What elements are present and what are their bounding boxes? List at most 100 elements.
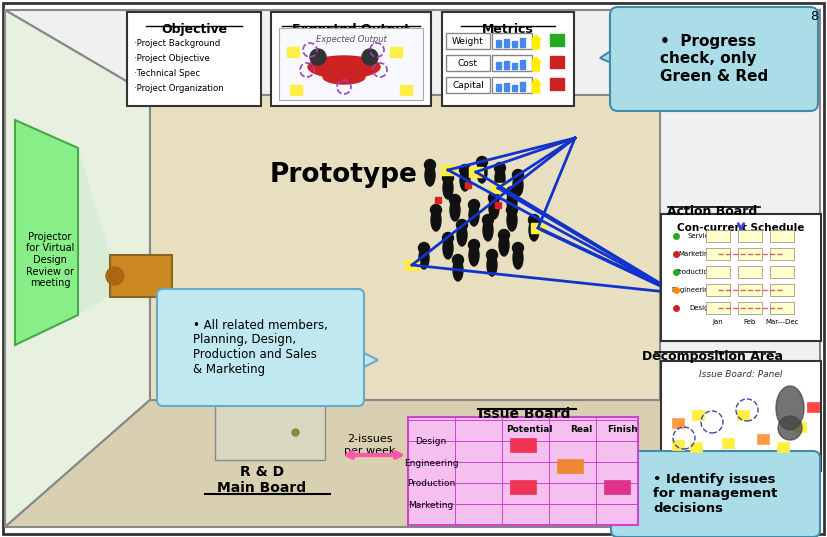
Ellipse shape <box>469 244 479 266</box>
Circle shape <box>489 192 500 204</box>
FancyBboxPatch shape <box>3 3 824 534</box>
Ellipse shape <box>443 237 453 259</box>
Ellipse shape <box>507 191 517 213</box>
Ellipse shape <box>513 174 523 196</box>
Polygon shape <box>358 350 378 370</box>
Ellipse shape <box>425 164 435 186</box>
Text: • Identify issues
for management
decisions: • Identify issues for management decisio… <box>653 473 777 516</box>
Text: Cost: Cost <box>458 59 478 68</box>
Circle shape <box>513 170 523 180</box>
Bar <box>706 284 730 296</box>
Circle shape <box>778 416 802 440</box>
Text: Service: Service <box>687 233 713 239</box>
Bar <box>604 480 630 494</box>
Text: Production: Production <box>676 269 713 275</box>
Circle shape <box>442 172 453 184</box>
Circle shape <box>469 200 480 211</box>
Ellipse shape <box>477 161 487 183</box>
Text: Prototype: Prototype <box>270 162 418 188</box>
Text: •  Progress
check, only
Green & Red: • Progress check, only Green & Red <box>660 34 768 84</box>
Text: R & D
Main Board: R & D Main Board <box>218 465 307 495</box>
FancyBboxPatch shape <box>492 33 532 49</box>
Text: • All related members,
Planning, Design,
Production and Sales
& Marketing: • All related members, Planning, Design,… <box>193 318 328 376</box>
FancyBboxPatch shape <box>279 28 423 100</box>
Bar <box>512 85 517 91</box>
Circle shape <box>431 205 442 215</box>
FancyBboxPatch shape <box>611 451 820 537</box>
Bar <box>520 82 525 91</box>
Text: ·Technical Spec: ·Technical Spec <box>134 69 200 78</box>
Bar <box>690 442 702 452</box>
Polygon shape <box>5 10 150 527</box>
Text: Feb: Feb <box>743 319 756 325</box>
FancyBboxPatch shape <box>492 55 532 71</box>
Circle shape <box>506 186 518 198</box>
Text: Mar---Dec: Mar---Dec <box>765 319 799 325</box>
Ellipse shape <box>487 254 497 276</box>
Text: Objective: Objective <box>161 23 227 36</box>
FancyBboxPatch shape <box>271 12 431 106</box>
Ellipse shape <box>308 56 380 78</box>
Text: Finish: Finish <box>608 425 638 434</box>
Text: Marketing: Marketing <box>409 500 454 510</box>
Polygon shape <box>15 120 78 345</box>
Bar <box>510 480 536 494</box>
FancyBboxPatch shape <box>157 289 364 406</box>
Polygon shape <box>600 43 623 68</box>
Bar <box>738 230 762 242</box>
Ellipse shape <box>323 70 365 84</box>
Bar <box>496 62 501 69</box>
Text: ·Project Objective: ·Project Objective <box>134 54 210 63</box>
Bar <box>504 83 509 91</box>
FancyBboxPatch shape <box>661 214 821 341</box>
FancyBboxPatch shape <box>610 7 818 111</box>
FancyBboxPatch shape <box>446 55 490 71</box>
Ellipse shape <box>431 209 441 231</box>
Circle shape <box>106 267 124 285</box>
Polygon shape <box>78 148 112 315</box>
FancyBboxPatch shape <box>110 255 172 297</box>
FancyArrow shape <box>531 35 541 49</box>
Text: Issue Board: Issue Board <box>478 407 570 421</box>
Bar <box>512 63 517 69</box>
Text: 8: 8 <box>810 10 818 23</box>
Circle shape <box>452 255 463 265</box>
Text: Projector
for Virtual
Design
Review or
meeting: Projector for Virtual Design Review or m… <box>26 232 74 288</box>
Bar <box>504 61 509 69</box>
Bar <box>496 40 501 47</box>
Bar <box>400 85 412 95</box>
Ellipse shape <box>460 169 470 191</box>
Bar <box>692 410 704 420</box>
Bar <box>557 459 583 473</box>
Text: Marketing: Marketing <box>678 251 713 257</box>
FancyBboxPatch shape <box>661 361 821 471</box>
Bar <box>469 167 483 177</box>
Ellipse shape <box>776 386 804 430</box>
FancyBboxPatch shape <box>446 77 490 93</box>
Circle shape <box>460 164 471 176</box>
Bar <box>706 302 730 314</box>
Bar <box>706 266 730 278</box>
Ellipse shape <box>450 199 460 221</box>
Ellipse shape <box>483 219 493 241</box>
Bar <box>405 260 419 270</box>
Bar <box>738 266 762 278</box>
Bar <box>491 183 505 193</box>
Bar <box>770 302 794 314</box>
Text: Potential: Potential <box>506 425 552 434</box>
Bar <box>672 418 684 428</box>
Circle shape <box>442 233 453 243</box>
Text: Design: Design <box>689 305 713 311</box>
Text: Jan: Jan <box>713 319 724 325</box>
Circle shape <box>469 240 480 250</box>
FancyArrow shape <box>531 57 541 71</box>
Bar <box>550 56 564 68</box>
Bar <box>777 442 789 452</box>
Text: Decomposition Area: Decomposition Area <box>642 350 782 363</box>
Polygon shape <box>606 475 633 505</box>
Circle shape <box>418 243 429 253</box>
Polygon shape <box>150 95 660 400</box>
Bar <box>706 248 730 260</box>
Polygon shape <box>5 10 820 95</box>
Circle shape <box>362 49 378 65</box>
